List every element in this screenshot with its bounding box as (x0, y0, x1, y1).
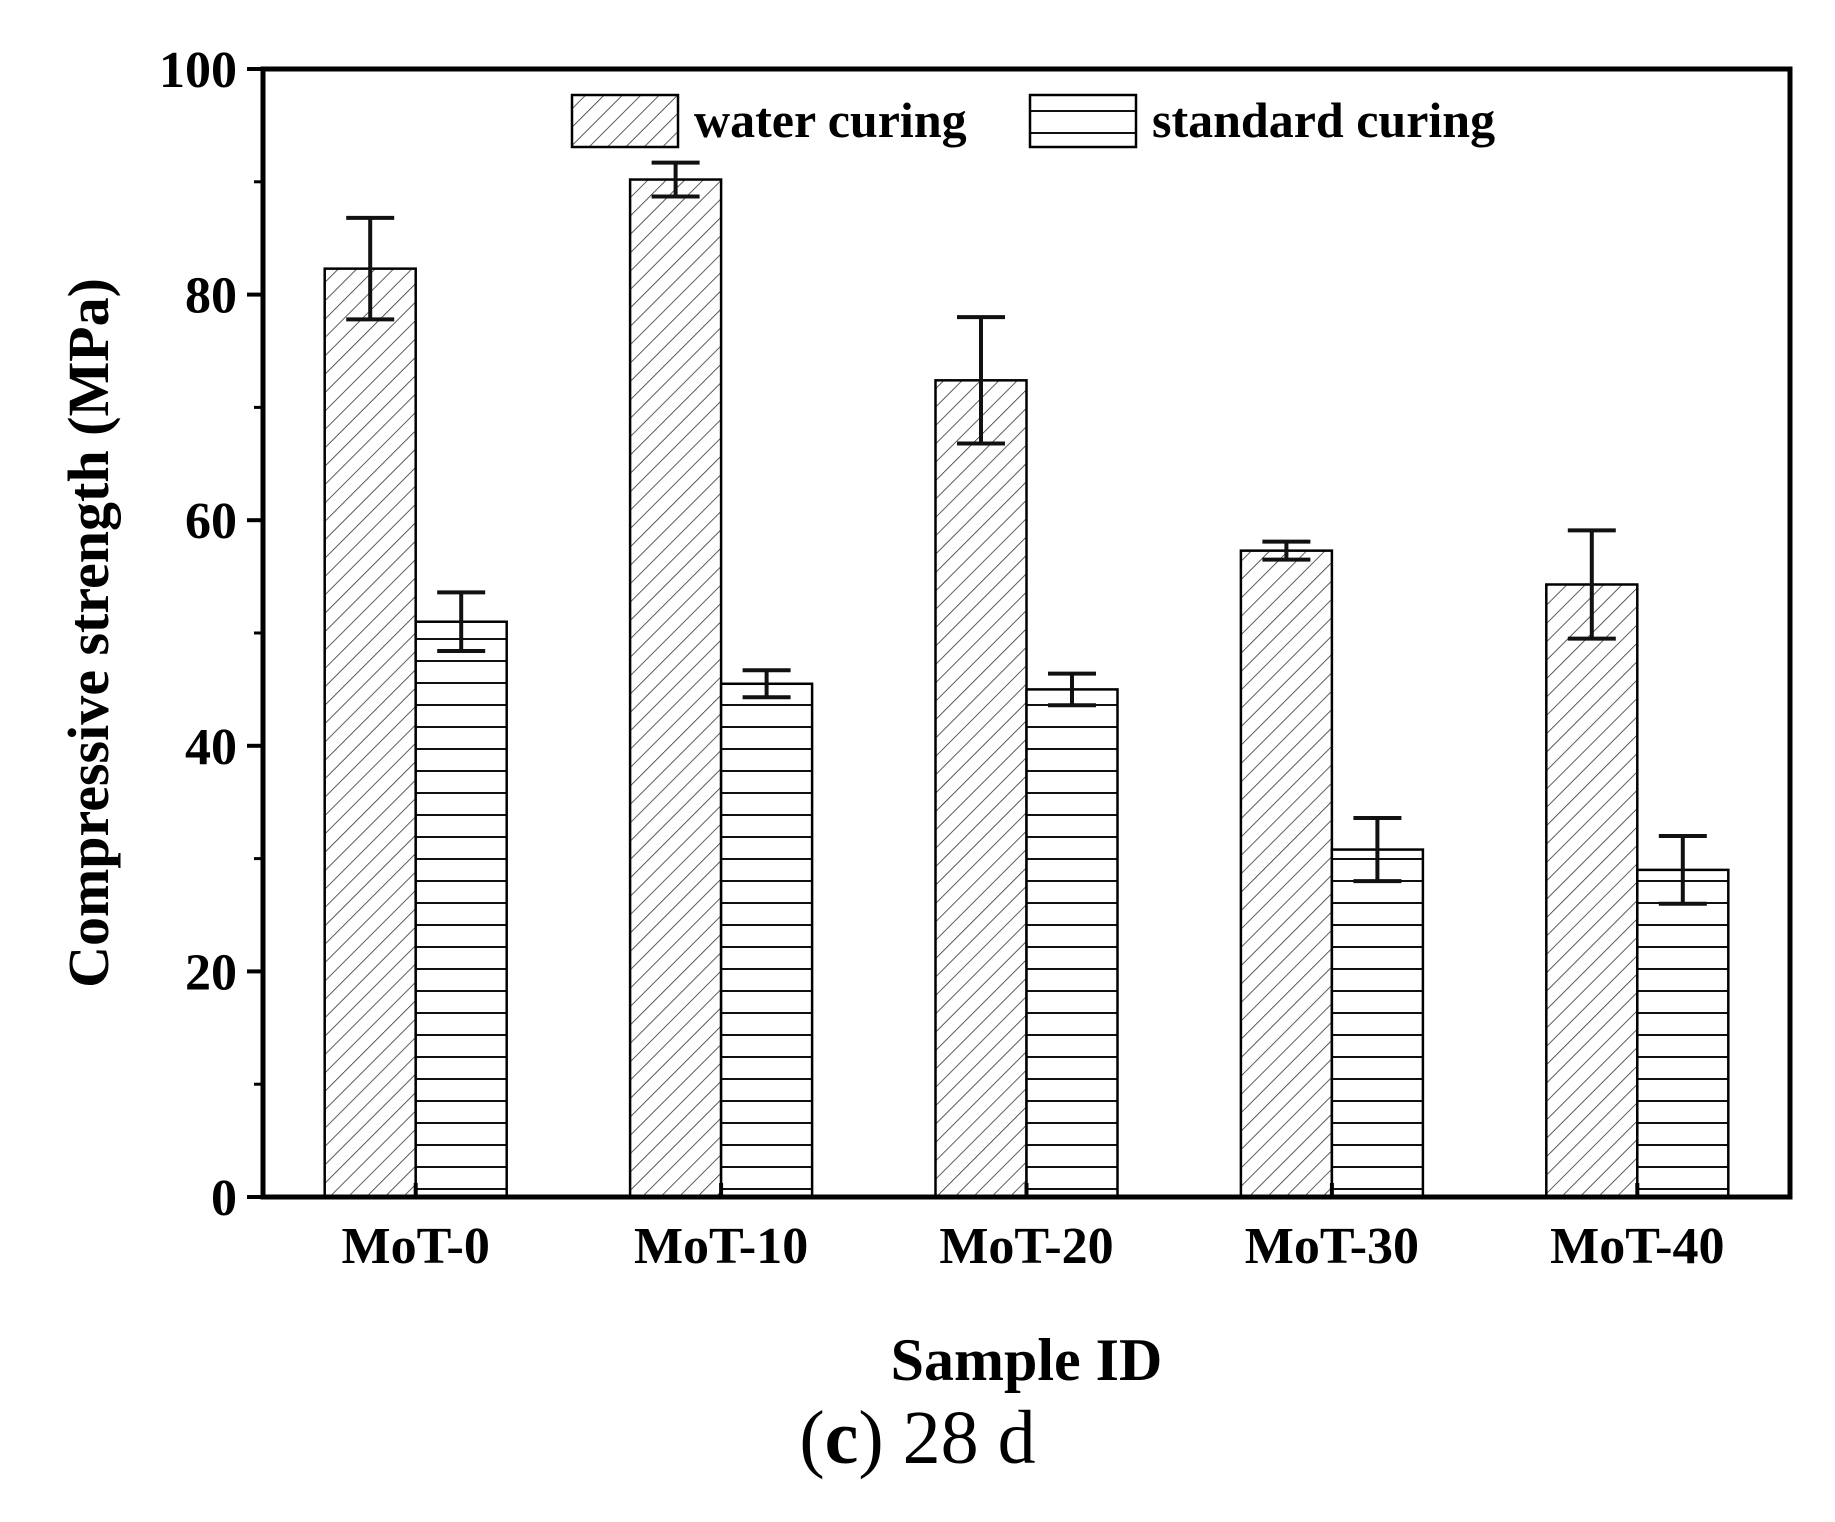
x-tick-label: MoT-10 (634, 1218, 808, 1275)
y-tick-label: 100 (159, 42, 237, 99)
legend-label-water-curing: water curing (694, 92, 967, 148)
x-tick-label: MoT-40 (1550, 1218, 1724, 1275)
x-tick-label: MoT-30 (1245, 1218, 1419, 1275)
figure-caption: (c) 28 d (799, 1396, 1036, 1480)
legend-swatch-water-curing (570, 93, 680, 149)
bar-water-curing-mot-10 (628, 178, 723, 1199)
x-axis-label: Sample ID (891, 1327, 1163, 1393)
y-axis-label: Compressive strength (MPa) (56, 278, 121, 988)
y-tick-label: 80 (185, 268, 237, 325)
y-tick-label: 20 (185, 944, 237, 1001)
legend-label-standard-curing: standard curing (1152, 92, 1495, 148)
x-tick-label: MoT-0 (342, 1218, 490, 1275)
y-tick-label: 60 (185, 493, 237, 550)
bar-standard-curing-mot-10 (719, 682, 814, 1199)
bar-standard-curing-mot-30 (1330, 848, 1425, 1199)
legend-swatch-standard-curing (1028, 93, 1138, 149)
bar-water-curing-mot-20 (934, 379, 1028, 1199)
caption-letter: c (824, 1396, 859, 1480)
bar-water-curing-mot-40 (1545, 583, 1639, 1199)
bar-standard-curing-mot-20 (1025, 688, 1119, 1199)
bar-standard-curing-mot-40 (1636, 868, 1730, 1199)
y-tick-label: 40 (185, 719, 237, 776)
y-tick-label: 0 (211, 1170, 237, 1227)
bar-standard-curing-mot-0 (414, 620, 508, 1199)
bar-water-curing-mot-0 (323, 267, 417, 1199)
bar-water-curing-mot-30 (1239, 549, 1334, 1199)
x-tick-label: MoT-20 (939, 1218, 1113, 1275)
